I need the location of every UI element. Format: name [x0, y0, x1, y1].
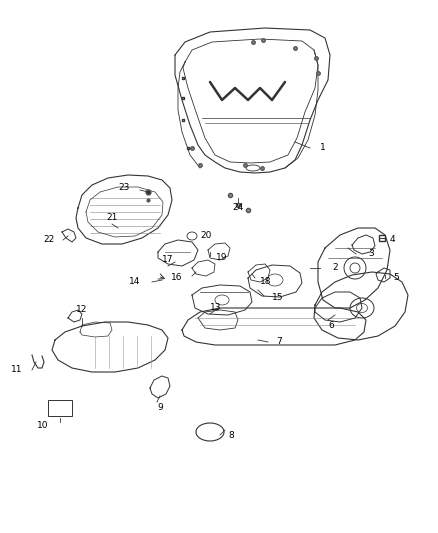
Text: 10: 10 [36, 422, 48, 431]
Text: 17: 17 [162, 255, 174, 264]
Text: 23: 23 [119, 183, 130, 192]
Text: 21: 21 [106, 214, 118, 222]
Text: 8: 8 [228, 431, 234, 440]
Text: 24: 24 [233, 204, 244, 213]
Text: 2: 2 [332, 263, 338, 272]
Text: 20: 20 [200, 231, 212, 240]
Text: 19: 19 [216, 254, 227, 262]
Text: 7: 7 [276, 337, 282, 346]
Text: 14: 14 [129, 278, 140, 287]
Text: 12: 12 [76, 305, 88, 314]
Text: 4: 4 [390, 236, 396, 245]
Text: 11: 11 [11, 366, 22, 375]
Text: 13: 13 [210, 303, 222, 312]
Text: 15: 15 [272, 294, 283, 303]
Text: 22: 22 [44, 236, 55, 245]
Text: 3: 3 [368, 249, 374, 259]
Text: 1: 1 [320, 143, 326, 152]
Text: 18: 18 [260, 278, 272, 287]
Text: 9: 9 [157, 403, 163, 413]
Text: 16: 16 [170, 273, 182, 282]
Text: 5: 5 [393, 273, 399, 282]
Text: 6: 6 [328, 321, 334, 330]
